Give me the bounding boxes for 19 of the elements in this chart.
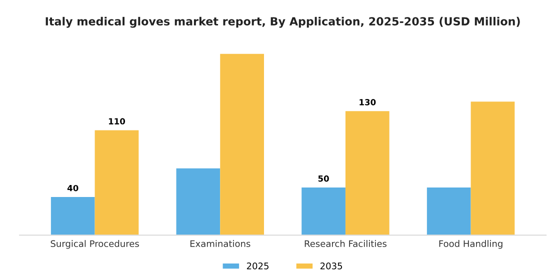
data-label: 50 xyxy=(318,175,329,182)
x-tick-label: Research Facilities xyxy=(304,240,387,248)
bar xyxy=(50,197,95,236)
chart-title: Italy medical gloves market report, By Application, 2025-2035 (USD Million) xyxy=(46,16,520,28)
legend-label: 2035 xyxy=(320,262,342,270)
legend-label: 2025 xyxy=(246,262,268,270)
bar xyxy=(176,168,220,236)
data-label: 40 xyxy=(67,184,78,192)
bar xyxy=(426,187,471,236)
bar xyxy=(302,187,346,236)
data-label: 110 xyxy=(108,118,126,124)
x-tick-label: Examinations xyxy=(190,240,250,248)
bar xyxy=(470,102,515,236)
x-tick-label: Surgical Procedures xyxy=(50,240,139,249)
bar xyxy=(345,111,390,236)
bar xyxy=(220,54,264,236)
data-label: 130 xyxy=(360,99,376,106)
x-tick-label: Food Handling xyxy=(439,240,502,249)
bar xyxy=(94,130,139,236)
